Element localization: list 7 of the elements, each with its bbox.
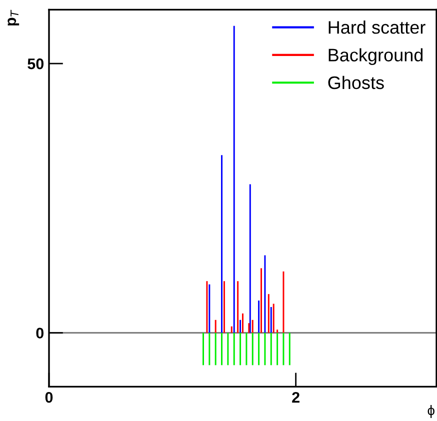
legend-label: Ghosts <box>328 76 384 90</box>
y-axis-title: p$_{T}$ <box>8 10 20 26</box>
legend-label: Background <box>328 48 423 66</box>
y-tick-label: 50 <box>28 58 44 70</box>
x-axis-title: ϕ <box>428 405 434 418</box>
x-tick-label: 2 <box>292 392 300 403</box>
legend-label: Hard scatter <box>328 20 426 34</box>
